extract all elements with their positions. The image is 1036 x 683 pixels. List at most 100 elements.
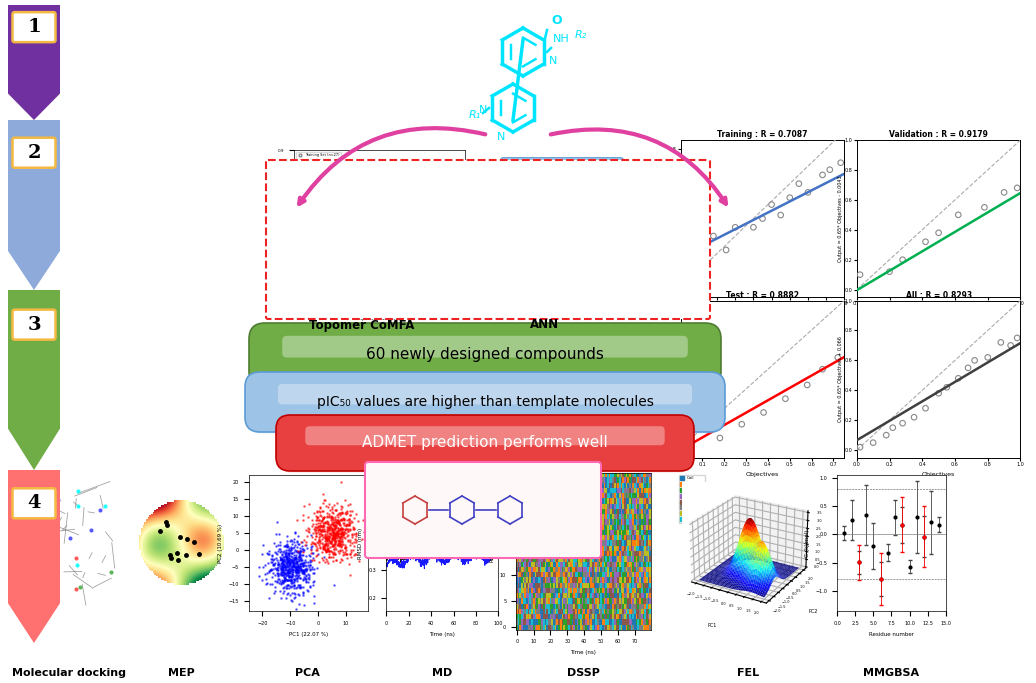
Point [330, 538, 347, 548]
Point [281, 574, 297, 585]
Point [258, 568, 275, 579]
Point [327, 520, 344, 531]
Point [334, 531, 350, 542]
Point [359, 215, 376, 226]
Point [959, 363, 976, 374]
FancyBboxPatch shape [12, 138, 56, 168]
Text: DSSP: DSSP [567, 668, 600, 678]
Point [727, 222, 744, 233]
Point [311, 539, 327, 550]
Point [315, 520, 332, 531]
Point [324, 518, 341, 529]
Point [281, 571, 297, 582]
Point [283, 544, 299, 555]
Point [281, 546, 297, 557]
Point [337, 542, 353, 553]
Point [326, 519, 343, 530]
Point [321, 525, 338, 536]
Point [326, 516, 343, 527]
Point [321, 535, 338, 546]
Point [276, 568, 292, 579]
Point [325, 527, 342, 538]
Point [280, 566, 296, 577]
Point [311, 533, 327, 544]
Point [755, 407, 772, 418]
Point [317, 535, 334, 546]
Point [251, 562, 267, 573]
Point [278, 545, 294, 556]
Point [282, 557, 298, 568]
Point [294, 557, 311, 568]
Point [257, 559, 274, 570]
Point [314, 529, 330, 540]
Point [259, 548, 276, 559]
Point [320, 524, 337, 535]
Point [280, 556, 296, 567]
Point [259, 548, 276, 559]
Point [326, 533, 343, 544]
Point [333, 501, 349, 512]
Title: Validation : R = 0.9179: Validation : R = 0.9179 [889, 130, 988, 139]
Point [296, 564, 313, 575]
Ligand [469, 514, 482, 522]
Point [281, 559, 297, 570]
Point [324, 532, 341, 543]
Point [321, 546, 338, 557]
Point [274, 562, 290, 573]
Point [315, 488, 332, 499]
Point [288, 560, 305, 571]
Point [297, 560, 314, 571]
Point [335, 529, 351, 540]
Point [272, 547, 289, 558]
Point [334, 507, 350, 518]
Point [266, 559, 283, 570]
Point [278, 540, 294, 550]
Point [291, 598, 308, 609]
Point [312, 531, 328, 542]
Point [286, 557, 303, 568]
Point [315, 524, 332, 535]
Ligand [464, 524, 477, 532]
Point [314, 512, 330, 523]
Point [332, 536, 348, 547]
Point [274, 555, 290, 566]
Point [290, 555, 307, 566]
Point [292, 561, 309, 572]
Point [284, 535, 300, 546]
Point [288, 570, 305, 581]
Point [301, 564, 318, 575]
Point [282, 557, 298, 568]
Point [344, 516, 361, 527]
Point [327, 531, 344, 542]
Point [318, 531, 335, 542]
Point [320, 534, 337, 545]
Point [335, 546, 351, 557]
Point [289, 556, 306, 567]
Point [290, 579, 307, 590]
Point [333, 538, 349, 548]
Point [264, 550, 281, 561]
Point [340, 233, 356, 244]
Point [315, 542, 332, 553]
Point [279, 535, 295, 546]
Point [317, 557, 334, 568]
Point [287, 553, 304, 564]
Point [286, 562, 303, 573]
X-axis label: Objectives: Objectives [922, 473, 955, 477]
Point [323, 537, 340, 548]
Point [280, 548, 296, 559]
Point [329, 529, 346, 540]
Point [329, 538, 346, 548]
Point [303, 529, 319, 540]
Point [280, 566, 296, 577]
Point [323, 524, 340, 535]
Point [320, 557, 337, 568]
Title: Test : R = 0.8882: Test : R = 0.8882 [726, 291, 799, 300]
Point [332, 531, 348, 542]
Point [277, 572, 293, 583]
Point [263, 553, 280, 564]
Point [264, 550, 281, 561]
Point [295, 590, 312, 601]
Point [274, 557, 290, 568]
Point [334, 536, 350, 547]
